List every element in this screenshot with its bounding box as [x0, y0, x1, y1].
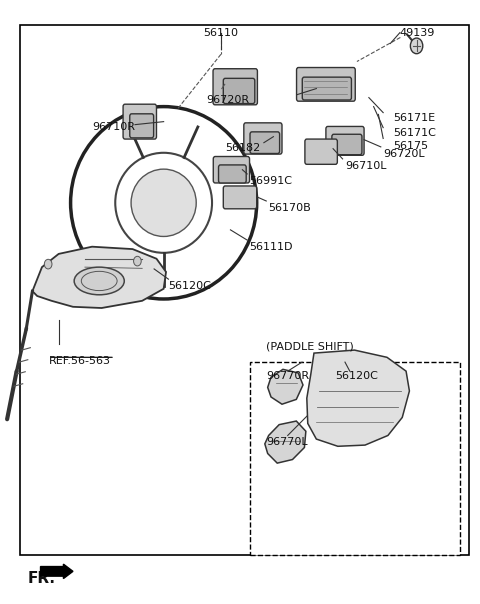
Ellipse shape	[131, 169, 196, 237]
Text: 56111D: 56111D	[250, 242, 293, 252]
Polygon shape	[33, 246, 166, 308]
FancyBboxPatch shape	[297, 68, 355, 101]
Polygon shape	[265, 421, 306, 463]
Text: 56175: 56175	[393, 141, 428, 151]
Circle shape	[410, 38, 423, 54]
Text: 96710L: 96710L	[345, 161, 386, 171]
Polygon shape	[268, 369, 303, 404]
Text: 56171E: 56171E	[393, 112, 435, 123]
Text: 56182: 56182	[226, 143, 261, 153]
Text: 96720L: 96720L	[383, 149, 425, 159]
Circle shape	[133, 256, 141, 266]
Bar	[250, 362, 459, 554]
FancyBboxPatch shape	[326, 126, 364, 155]
Text: 49139: 49139	[400, 28, 435, 39]
Circle shape	[44, 259, 52, 269]
Text: 56991C: 56991C	[250, 176, 292, 186]
FancyBboxPatch shape	[223, 186, 257, 209]
Text: 56170B: 56170B	[269, 203, 312, 213]
Bar	[21, 25, 469, 554]
FancyBboxPatch shape	[123, 104, 156, 139]
Text: REF.56-563: REF.56-563	[49, 356, 111, 366]
FancyBboxPatch shape	[213, 156, 250, 183]
FancyBboxPatch shape	[302, 77, 351, 100]
FancyBboxPatch shape	[213, 69, 257, 105]
FancyArrow shape	[40, 564, 73, 579]
Polygon shape	[307, 350, 409, 446]
Text: (PADDLE SHIFT): (PADDLE SHIFT)	[266, 341, 354, 351]
Text: FR.: FR.	[28, 571, 56, 586]
Text: 96720R: 96720R	[206, 95, 250, 104]
Text: 96710R: 96710R	[92, 121, 135, 132]
FancyBboxPatch shape	[130, 114, 154, 138]
Text: 96770R: 96770R	[266, 371, 310, 381]
FancyBboxPatch shape	[332, 134, 362, 155]
Text: 56171C: 56171C	[393, 127, 435, 138]
Text: 96770L: 96770L	[266, 437, 308, 448]
FancyBboxPatch shape	[218, 165, 246, 183]
FancyBboxPatch shape	[223, 79, 255, 104]
FancyBboxPatch shape	[250, 132, 280, 153]
Ellipse shape	[74, 267, 124, 295]
Text: 56120C: 56120C	[168, 281, 211, 291]
Text: 56120C: 56120C	[336, 371, 378, 381]
Text: 56110: 56110	[204, 28, 239, 39]
FancyBboxPatch shape	[244, 123, 282, 154]
FancyBboxPatch shape	[305, 139, 337, 164]
